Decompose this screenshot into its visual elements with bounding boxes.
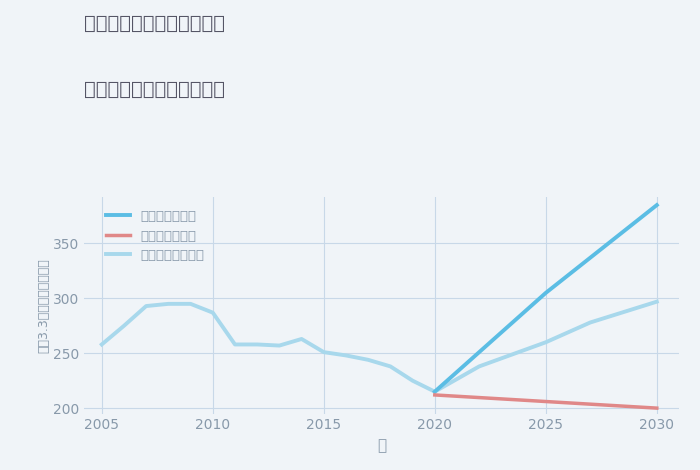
グッドシナリオ <box>652 202 661 208</box>
Text: 神奈川県横浜市中区池袋の: 神奈川県横浜市中区池袋の <box>84 14 225 33</box>
ノーマルシナリオ <box>475 364 484 369</box>
Line: ノーマルシナリオ: ノーマルシナリオ <box>102 302 657 392</box>
Legend: グッドシナリオ, バッドシナリオ, ノーマルシナリオ: グッドシナリオ, バッドシナリオ, ノーマルシナリオ <box>102 206 209 266</box>
Text: 中古マンションの価格推移: 中古マンションの価格推移 <box>84 80 225 99</box>
ノーマルシナリオ <box>386 364 395 369</box>
X-axis label: 年: 年 <box>377 438 386 453</box>
ノーマルシナリオ <box>298 336 306 342</box>
ノーマルシナリオ <box>320 349 328 355</box>
Y-axis label: 坪（3.3㎡）単価（万円）: 坪（3.3㎡）単価（万円） <box>37 258 50 353</box>
ノーマルシナリオ <box>408 378 416 384</box>
ノーマルシナリオ <box>142 303 150 309</box>
グッドシナリオ <box>430 389 439 394</box>
グッドシナリオ <box>542 290 550 296</box>
ノーマルシナリオ <box>275 343 284 348</box>
ノーマルシナリオ <box>231 342 239 347</box>
Line: バッドシナリオ: バッドシナリオ <box>435 395 657 408</box>
ノーマルシナリオ <box>186 301 195 306</box>
Line: グッドシナリオ: グッドシナリオ <box>435 205 657 392</box>
ノーマルシナリオ <box>586 320 594 325</box>
ノーマルシナリオ <box>164 301 173 306</box>
バッドシナリオ <box>430 392 439 398</box>
ノーマルシナリオ <box>209 310 217 315</box>
ノーマルシナリオ <box>652 299 661 305</box>
ノーマルシナリオ <box>253 342 261 347</box>
ノーマルシナリオ <box>364 357 372 363</box>
ノーマルシナリオ <box>430 389 439 394</box>
バッドシナリオ <box>542 399 550 404</box>
ノーマルシナリオ <box>342 352 350 358</box>
ノーマルシナリオ <box>542 339 550 345</box>
ノーマルシナリオ <box>120 323 128 329</box>
バッドシナリオ <box>652 405 661 411</box>
ノーマルシナリオ <box>97 342 106 347</box>
